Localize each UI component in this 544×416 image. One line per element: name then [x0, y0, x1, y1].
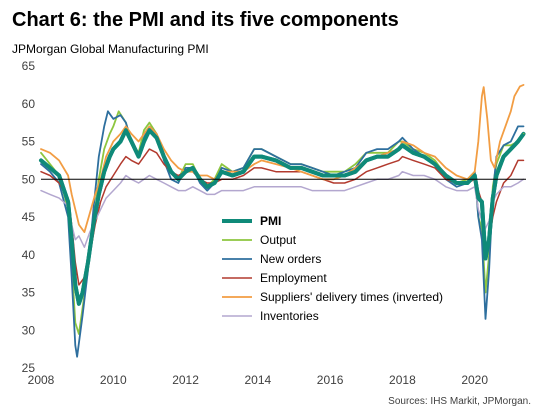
legend: PMI Output New orders Employment Suppliers' …	[222, 214, 443, 323]
y-axis-ticks: 25 30 35 40 45 50 55 60 65	[22, 59, 36, 375]
x-tick-label: 2018	[389, 373, 416, 387]
x-tick-label: 2008	[28, 373, 55, 387]
x-tick-label: 2014	[244, 373, 271, 387]
legend-label: Output	[260, 233, 297, 247]
y-axis-label: JPMorgan Global Manufacturing PMI	[12, 42, 209, 56]
legend-label: New orders	[260, 252, 321, 266]
legend-label: Suppliers' delivery times (inverted)	[260, 290, 443, 304]
chart-title: Chart 6: the PMI and its five components	[12, 9, 399, 31]
x-tick-label: 2016	[317, 373, 344, 387]
series-line	[40, 170, 525, 248]
y-tick-label: 60	[22, 97, 36, 111]
y-tick-label: 40	[22, 248, 36, 262]
source-note: Sources: IHS Markit, JPMorgan.	[388, 396, 531, 407]
legend-label: Inventories	[260, 309, 319, 323]
y-tick-label: 35	[22, 286, 36, 300]
x-axis-ticks: 2008 2010 2012 2014 2016 2018 2020	[28, 373, 489, 387]
y-tick-label: 25	[22, 361, 36, 375]
y-tick-label: 65	[22, 59, 36, 73]
x-tick-label: 2012	[172, 373, 199, 387]
legend-label: PMI	[260, 214, 281, 228]
y-tick-label: 55	[22, 135, 36, 149]
y-tick-label: 50	[22, 172, 36, 186]
legend-label: Employment	[260, 271, 327, 285]
x-tick-label: 2010	[100, 373, 127, 387]
y-tick-label: 45	[22, 210, 36, 224]
x-tick-label: 2020	[461, 373, 488, 387]
y-tick-label: 30	[22, 323, 36, 337]
series-line	[40, 84, 525, 233]
